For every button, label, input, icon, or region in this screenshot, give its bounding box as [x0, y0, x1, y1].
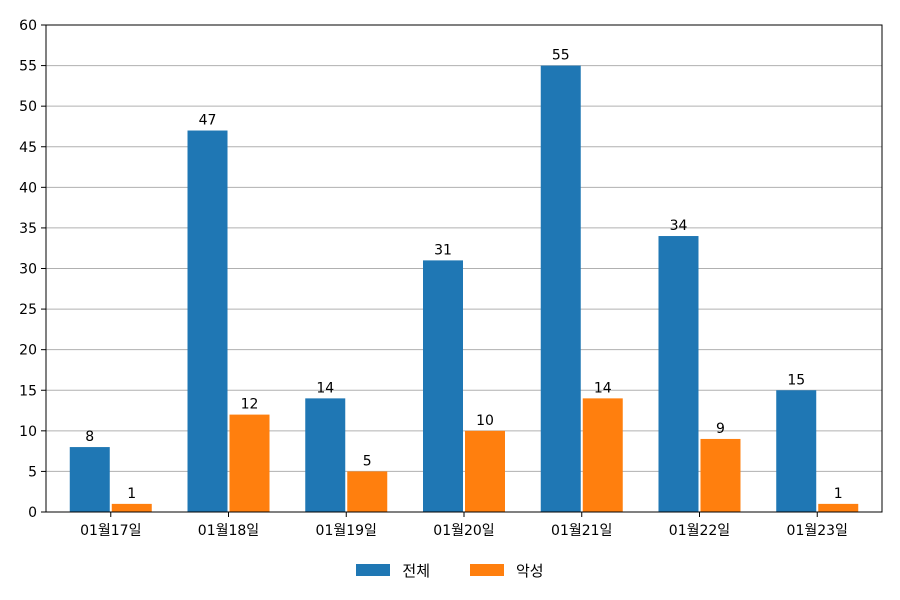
legend: 전체 악성 — [0, 556, 900, 584]
bar — [700, 438, 741, 512]
legend-item-series-1[interactable]: 전체 — [356, 560, 430, 581]
x-tick-label: 01월21일 — [551, 523, 612, 539]
x-tick-label: 01월22일 — [669, 523, 730, 539]
bar-value-label: 47 — [199, 113, 217, 129]
bar-value-label: 5 — [363, 453, 372, 469]
bar — [305, 398, 346, 512]
bar — [229, 414, 270, 512]
bar-value-label: 55 — [552, 48, 570, 64]
x-tick-label: 01월17일 — [80, 523, 141, 539]
bar-value-label: 15 — [787, 372, 805, 388]
bar — [818, 503, 859, 512]
y-tick-label: 10 — [19, 424, 37, 440]
bar — [347, 471, 388, 512]
bar-value-label: 9 — [716, 421, 725, 437]
x-tick-label: 01월23일 — [787, 523, 848, 539]
bar-value-label: 12 — [241, 397, 259, 413]
legend-label-series-1: 전체 — [402, 561, 430, 580]
y-tick-label: 20 — [19, 343, 37, 359]
x-tick-label: 01월18일 — [198, 523, 259, 539]
bar — [582, 398, 623, 512]
bars — [69, 65, 859, 513]
bar — [423, 260, 463, 512]
y-tick-label: 35 — [19, 221, 37, 237]
bar-value-label: 34 — [670, 218, 688, 234]
bar-value-label: 1 — [127, 486, 136, 502]
y-tick-label: 5 — [28, 464, 37, 480]
y-tick-label: 0 — [28, 505, 37, 521]
y-tick-label: 30 — [19, 262, 37, 278]
y-tick-label: 25 — [19, 302, 37, 318]
bar — [776, 390, 817, 512]
data-labels: 8 1 47 12 14 5 31 10 55 14 34 9 15 1 — [85, 48, 842, 502]
y-tick-label: 45 — [19, 140, 37, 156]
bar — [187, 130, 228, 512]
y-tick-label: 15 — [19, 383, 37, 399]
plot-frame — [45, 24, 883, 513]
bar-value-label: 14 — [316, 380, 334, 396]
bar-value-label: 14 — [594, 380, 612, 396]
bar-value-label: 1 — [834, 486, 843, 502]
bar — [658, 236, 699, 513]
bar-value-label: 8 — [85, 429, 94, 445]
legend-item-series-2[interactable]: 악성 — [470, 560, 544, 581]
bar — [465, 430, 505, 512]
y-tick-label: 55 — [19, 59, 37, 75]
legend-label-series-2: 악성 — [516, 561, 544, 580]
bar-value-label: 31 — [434, 242, 452, 258]
bar — [111, 503, 152, 512]
legend-swatch-series-2 — [470, 564, 504, 576]
bar — [540, 65, 581, 512]
bar-value-label: 10 — [476, 413, 494, 429]
x-tick-label: 01월19일 — [316, 523, 377, 539]
y-tick-label: 60 — [19, 18, 37, 34]
x-tick-label: 01월20일 — [433, 523, 494, 539]
y-tick-label: 50 — [19, 99, 37, 115]
grid-lines — [46, 65, 882, 472]
y-tick-label: 40 — [19, 180, 37, 196]
bar — [69, 447, 110, 512]
legend-swatch-series-1 — [356, 564, 391, 576]
